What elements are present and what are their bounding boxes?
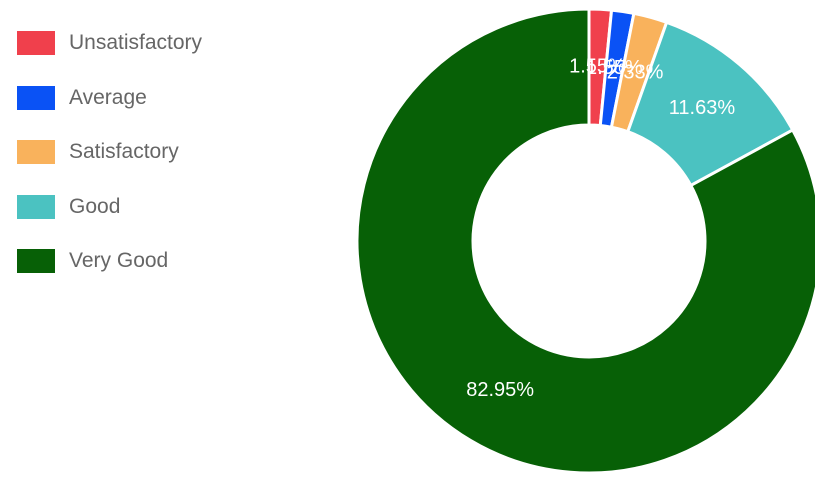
slice-label-very-good: 82.95% bbox=[466, 379, 534, 401]
slice-label-satisfactory: 2.33% bbox=[607, 61, 664, 83]
slice-label-good: 11.63% bbox=[669, 97, 736, 119]
